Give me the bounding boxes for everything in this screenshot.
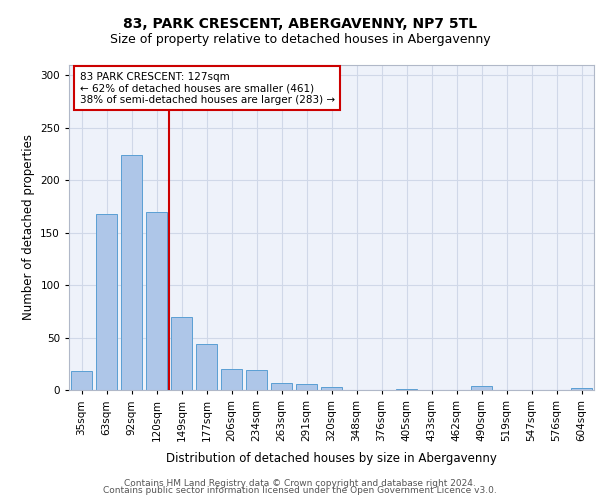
Text: Size of property relative to detached houses in Abergavenny: Size of property relative to detached ho… xyxy=(110,32,490,46)
Bar xyxy=(121,155,142,390)
Bar xyxy=(221,369,242,390)
Text: 83, PARK CRESCENT, ABERGAVENNY, NP7 5TL: 83, PARK CRESCENT, ABERGAVENNY, NP7 5TL xyxy=(123,18,477,32)
Bar xyxy=(396,389,417,390)
Bar xyxy=(146,212,167,390)
Text: 83 PARK CRESCENT: 127sqm
← 62% of detached houses are smaller (461)
38% of semi-: 83 PARK CRESCENT: 127sqm ← 62% of detach… xyxy=(79,72,335,104)
Bar xyxy=(246,370,267,390)
Bar xyxy=(321,387,342,390)
Bar xyxy=(271,382,292,390)
Bar xyxy=(571,388,592,390)
Bar xyxy=(196,344,217,390)
Bar xyxy=(296,384,317,390)
Bar xyxy=(471,386,492,390)
Bar xyxy=(71,371,92,390)
Text: Contains public sector information licensed under the Open Government Licence v3: Contains public sector information licen… xyxy=(103,486,497,495)
Text: Contains HM Land Registry data © Crown copyright and database right 2024.: Contains HM Land Registry data © Crown c… xyxy=(124,478,476,488)
Y-axis label: Number of detached properties: Number of detached properties xyxy=(22,134,35,320)
X-axis label: Distribution of detached houses by size in Abergavenny: Distribution of detached houses by size … xyxy=(166,452,497,466)
Bar xyxy=(171,316,192,390)
Bar xyxy=(96,214,117,390)
